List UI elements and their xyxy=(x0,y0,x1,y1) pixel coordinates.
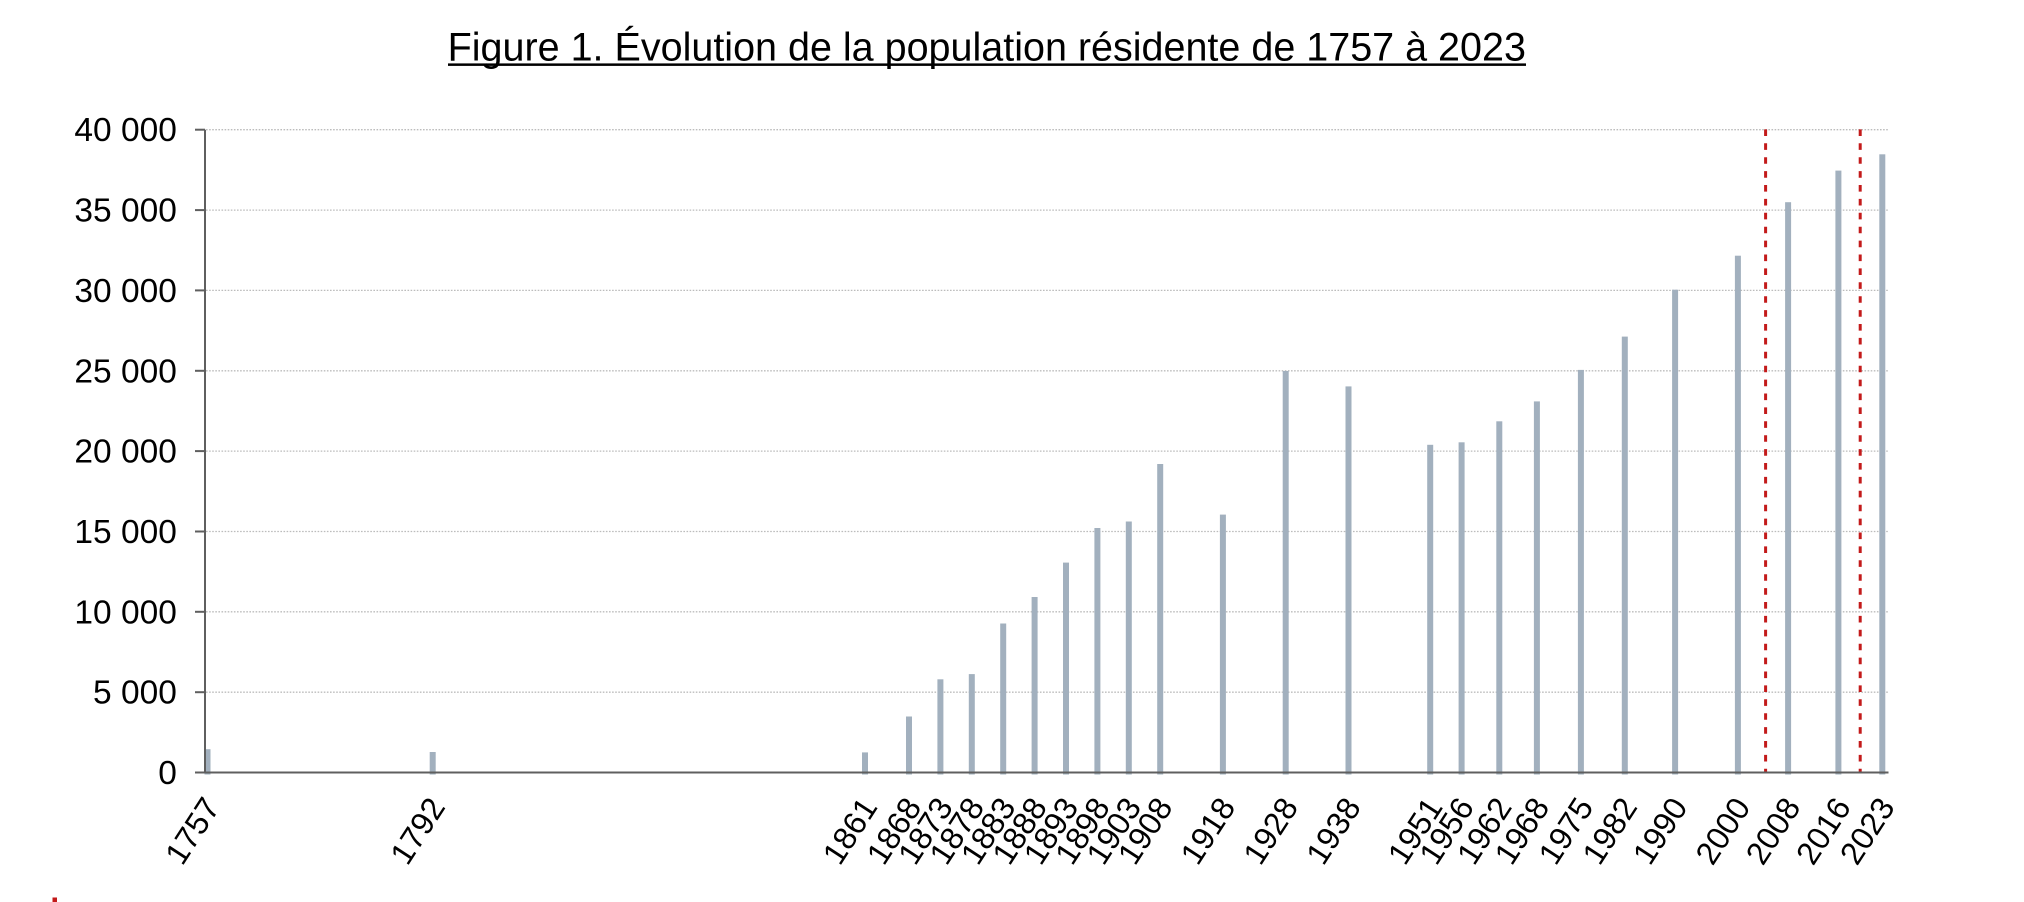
svg-text:25 000: 25 000 xyxy=(74,353,176,390)
svg-text:5 000: 5 000 xyxy=(93,675,177,712)
svg-text:10 000: 10 000 xyxy=(74,594,176,631)
svg-text:40 000: 40 000 xyxy=(74,112,176,149)
svg-text:20 000: 20 000 xyxy=(74,434,176,471)
svg-text:35 000: 35 000 xyxy=(74,193,176,230)
svg-text:Figure 1. Évolution de la popu: Figure 1. Évolution de la population rés… xyxy=(448,25,1526,69)
svg-text:15 000: 15 000 xyxy=(74,514,176,551)
svg-text:30 000: 30 000 xyxy=(74,273,176,310)
svg-text:0: 0 xyxy=(158,755,177,792)
